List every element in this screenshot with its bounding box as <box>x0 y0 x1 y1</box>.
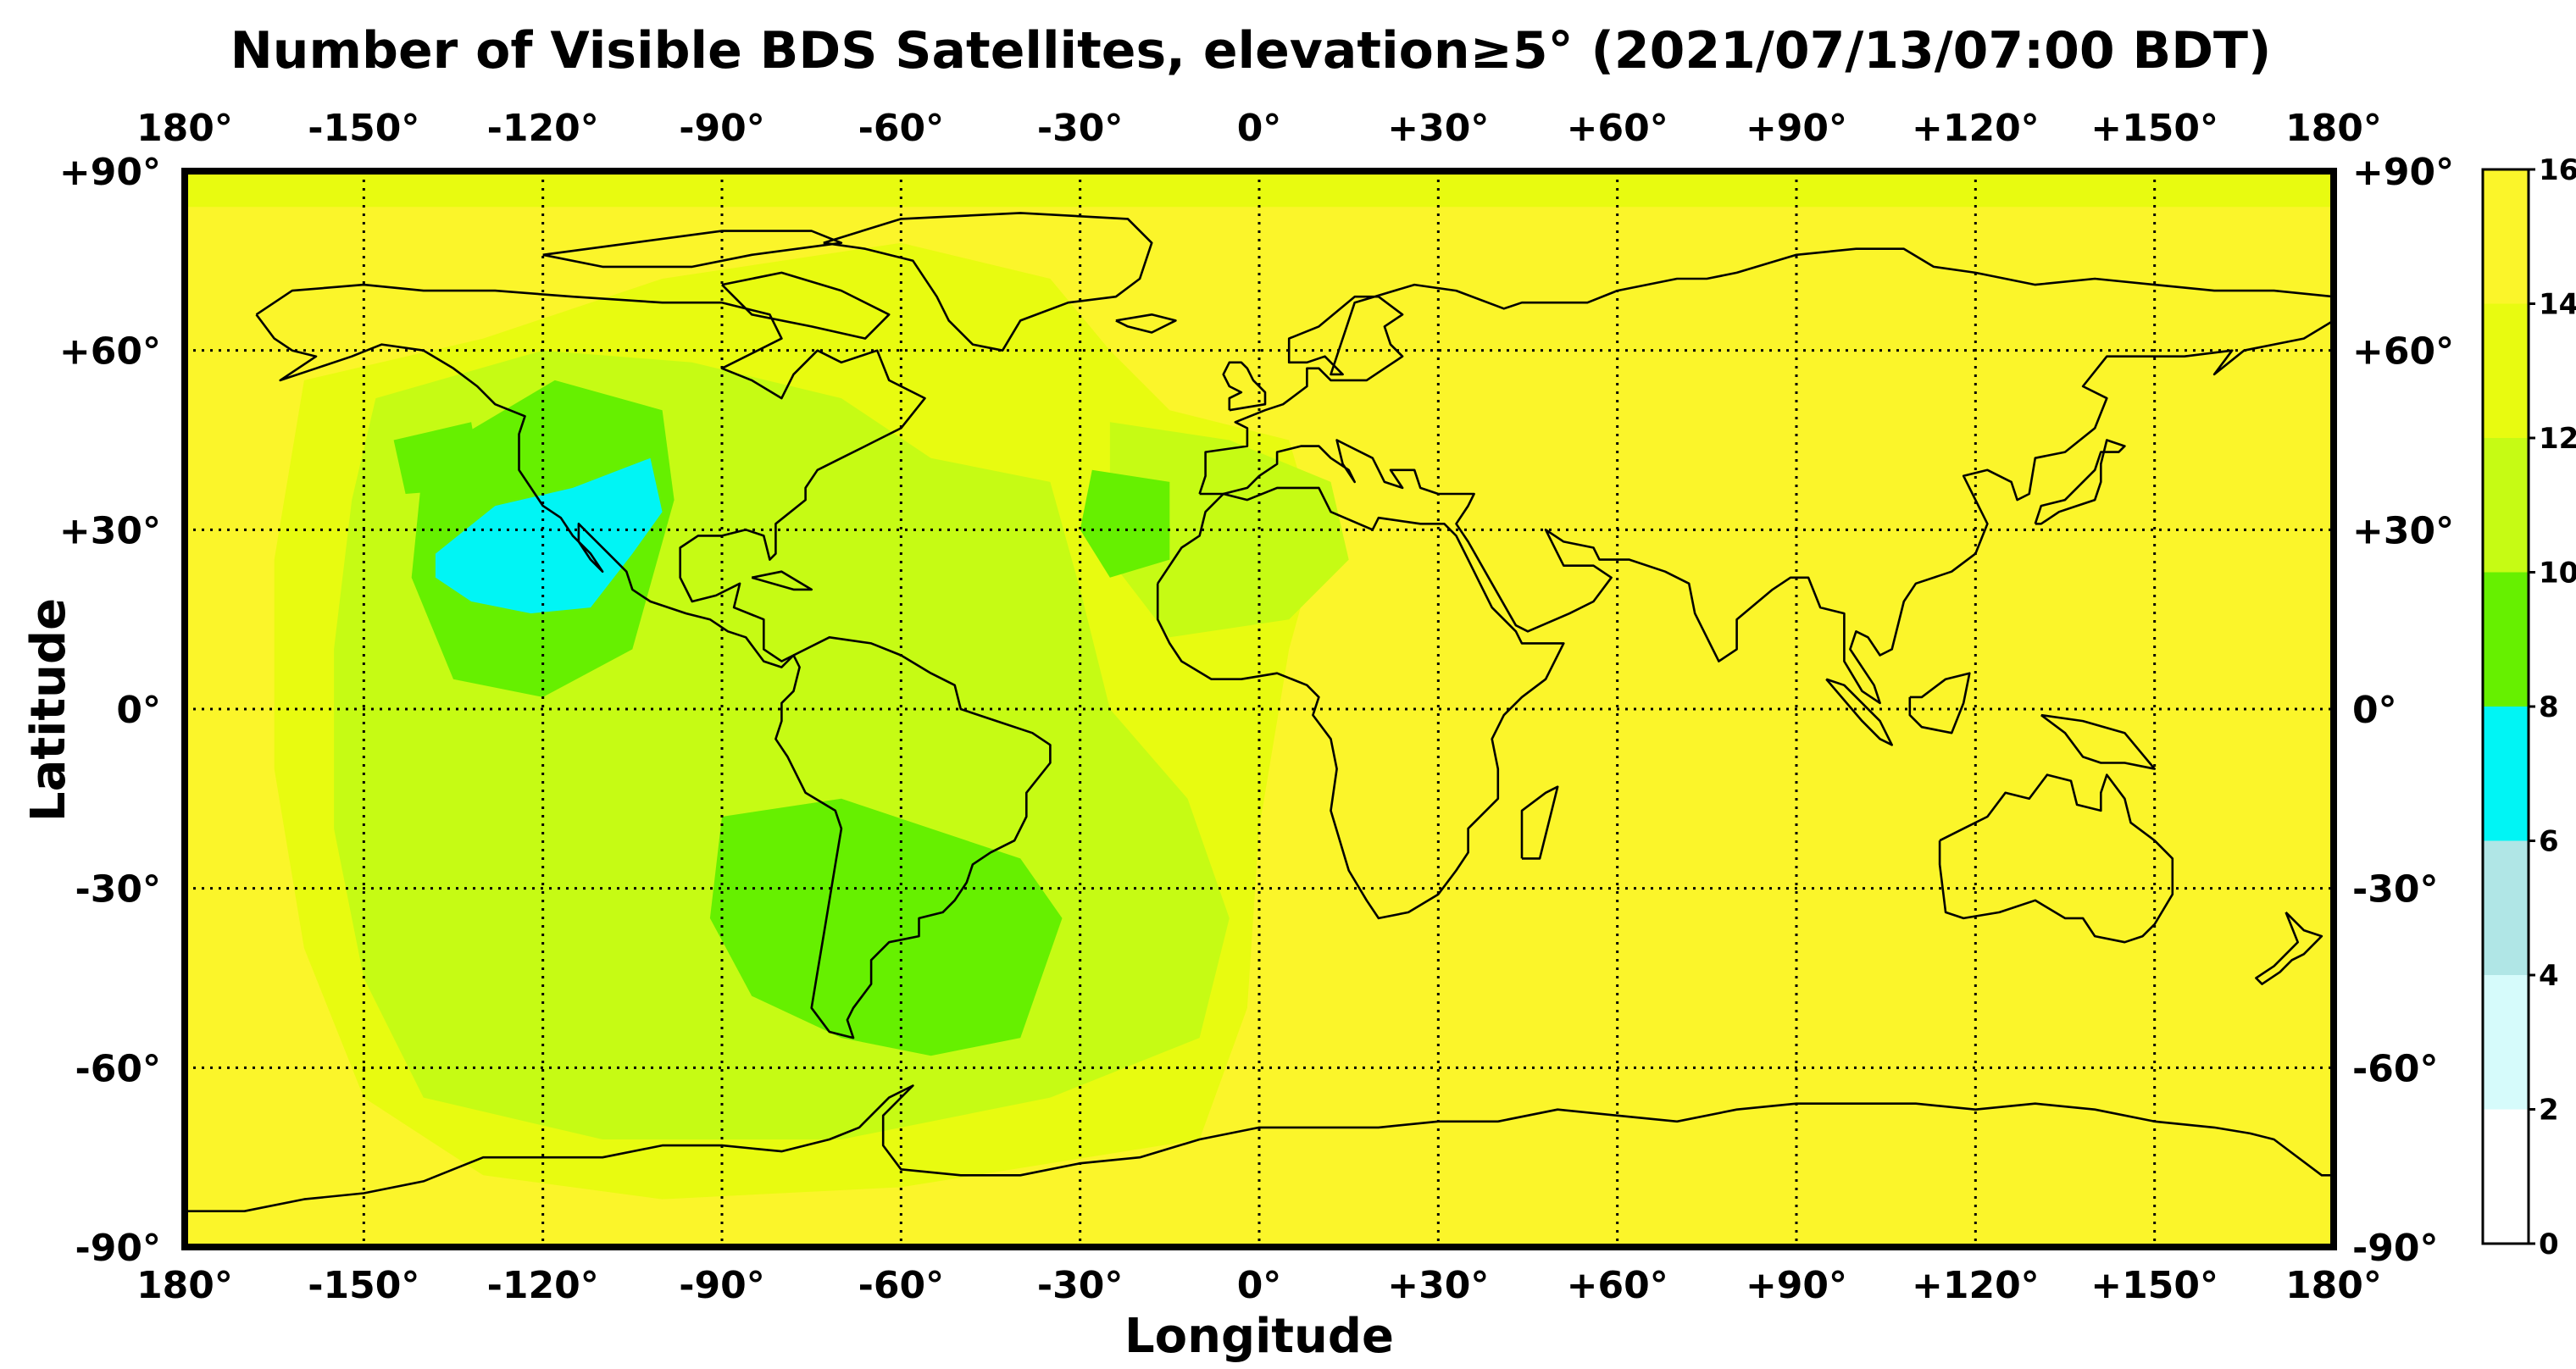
coastline-south-america <box>774 635 1052 1039</box>
lon-tick-label-top: 180° <box>2285 107 2382 150</box>
coastline-north-america <box>255 283 926 668</box>
map-frame <box>181 168 2337 1250</box>
colorbar-band <box>2483 572 2529 707</box>
coastline-cuba <box>751 570 813 591</box>
coastline-new-guinea <box>2040 713 2156 770</box>
x-axis-label: Longitude <box>1124 1309 1394 1364</box>
lat-tick-label-left: +30° <box>59 509 161 552</box>
lon-tick-label-top: -120° <box>487 107 599 150</box>
colorbar-band <box>2483 438 2529 573</box>
colorbar-tick-label: 10 <box>2539 557 2576 590</box>
coastline-antarctica <box>185 1084 2334 1212</box>
heatmap-region-eastern-hemisphere <box>1229 171 2334 1247</box>
colorbar-tick-label: 0 <box>2539 1228 2559 1261</box>
coastline-sumatra <box>1825 678 1893 746</box>
lon-tick-label-bottom: -30° <box>1037 1264 1124 1307</box>
colorbar-band <box>2483 169 2529 304</box>
lon-tick-label-bottom: 180° <box>136 1264 233 1307</box>
lon-tick-label-top: +30° <box>1387 107 1489 150</box>
lon-tick-label-top: +120° <box>1912 107 2040 150</box>
coastline-australia <box>1938 773 2174 944</box>
lat-tick-label-right: 0° <box>2352 689 2397 732</box>
colorbar-tick-label: 2 <box>2539 1094 2559 1128</box>
coastline-africa <box>1156 486 1565 920</box>
lon-tick-label-top: -90° <box>679 107 765 150</box>
lon-tick-label-top: 180° <box>136 107 233 150</box>
coastline-new-zealand <box>2255 911 2323 985</box>
lon-tick-label-top: -30° <box>1037 107 1124 150</box>
coastline-baffin <box>721 271 891 340</box>
colorbar: 0 2 4 6 8 10 12 14 16 <box>2481 153 2576 1261</box>
lon-tick-label-top: 0° <box>1237 107 1282 150</box>
lon-tick-label-top: +150° <box>2090 107 2218 150</box>
lon-tick-label-top: -150° <box>308 107 419 150</box>
colorbar-tick-label: 4 <box>2539 959 2559 993</box>
lon-tick-label-bottom: -120° <box>487 1264 599 1307</box>
lon-tick-label-bottom: +90° <box>1746 1264 1847 1307</box>
colorbar-tick-label: 12 <box>2539 422 2576 456</box>
lon-tick-label-bottom: 0° <box>1237 1264 1282 1307</box>
coastline-borneo <box>1908 672 1971 734</box>
lat-tick-label-right: -90° <box>2352 1227 2439 1270</box>
lat-tick-label-right: -30° <box>2352 868 2439 912</box>
lat-tick-label-right: +30° <box>2352 509 2454 552</box>
lat-tick-label-left: +90° <box>59 151 161 194</box>
lon-tick-label-top: +90° <box>1746 107 1847 150</box>
lat-tick-label-left: -90° <box>75 1227 162 1270</box>
lat-tick-label-right: +90° <box>2352 151 2454 194</box>
lon-tick-label-top: +60° <box>1567 107 1668 150</box>
heatmap-region-north-atlantic-green <box>1080 469 1170 578</box>
coastline-japan <box>2034 439 2126 525</box>
coastline-uk <box>1222 361 1267 412</box>
heatmap-region-cyan-hole <box>435 457 663 614</box>
coastline-arctic-islands <box>542 230 843 269</box>
lon-tick-label-bottom: +150° <box>2090 1264 2218 1307</box>
coastlines <box>185 212 2334 1212</box>
lon-tick-label-bottom: +120° <box>1912 1264 2040 1307</box>
colorbar-tick-label: 6 <box>2539 825 2559 859</box>
coastline-iceland <box>1115 313 1177 334</box>
coastline-eurasia <box>1198 247 2334 705</box>
axis-ticks: 180° 180° -150° -150° -120° -120° -90° -90° -60°… <box>59 107 2454 1307</box>
coastline-madagascar <box>1520 785 1559 860</box>
colorbar-band <box>2483 303 2529 438</box>
colorbar-band <box>2483 707 2529 841</box>
coastline-greenland <box>823 212 1153 352</box>
lon-tick-label-bottom: -60° <box>858 1264 945 1307</box>
lat-tick-label-right: +60° <box>2352 330 2454 374</box>
colorbar-band <box>2483 1109 2529 1244</box>
colorbar-band <box>2483 840 2529 975</box>
lat-tick-label-left: 0° <box>116 689 161 732</box>
colorbar-tick-label: 8 <box>2539 690 2559 724</box>
lon-tick-label-bottom: +60° <box>1567 1264 1668 1307</box>
chart-title: Number of Visible BDS Satellites, elevat… <box>230 21 2272 80</box>
lat-tick-label-right: -60° <box>2352 1047 2439 1090</box>
heatmap-region-alaska-green <box>393 422 484 494</box>
lon-tick-label-bottom: -90° <box>679 1264 765 1307</box>
lat-tick-label-left: +60° <box>59 330 161 374</box>
lon-tick-label-top: -60° <box>858 107 945 150</box>
lat-tick-label-left: -30° <box>75 868 162 912</box>
colorbar-tick-label: 14 <box>2539 288 2576 322</box>
lon-tick-label-bottom: -150° <box>308 1264 419 1307</box>
gridlines <box>185 171 2334 1247</box>
colorbar-band <box>2483 975 2529 1110</box>
lat-tick-label-left: -60° <box>75 1047 162 1090</box>
y-axis-label: Latitude <box>21 598 76 822</box>
lon-tick-label-bottom: 180° <box>2285 1264 2382 1307</box>
lon-tick-label-bottom: +30° <box>1387 1264 1489 1307</box>
colorbar-tick-label: 16 <box>2539 153 2576 187</box>
